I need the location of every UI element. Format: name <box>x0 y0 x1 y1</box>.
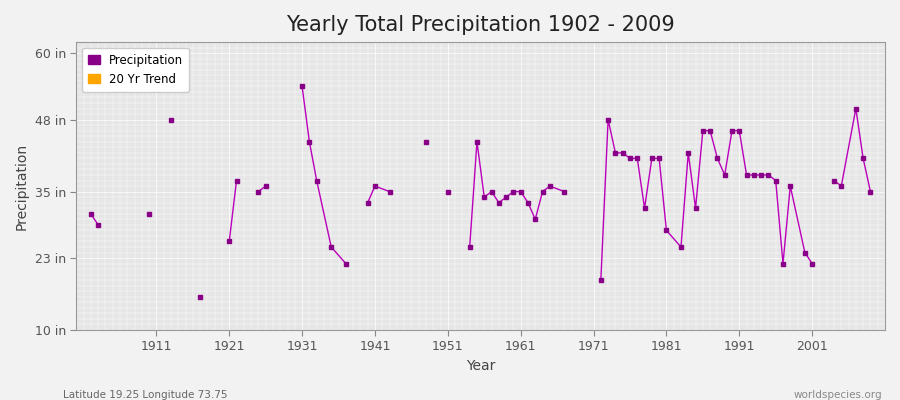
Text: worldspecies.org: worldspecies.org <box>794 390 882 400</box>
Title: Yearly Total Precipitation 1902 - 2009: Yearly Total Precipitation 1902 - 2009 <box>286 15 675 35</box>
Text: Latitude 19.25 Longitude 73.75: Latitude 19.25 Longitude 73.75 <box>63 390 228 400</box>
Legend: Precipitation, 20 Yr Trend: Precipitation, 20 Yr Trend <box>82 48 189 92</box>
Y-axis label: Precipitation: Precipitation <box>15 142 29 230</box>
X-axis label: Year: Year <box>466 359 495 373</box>
